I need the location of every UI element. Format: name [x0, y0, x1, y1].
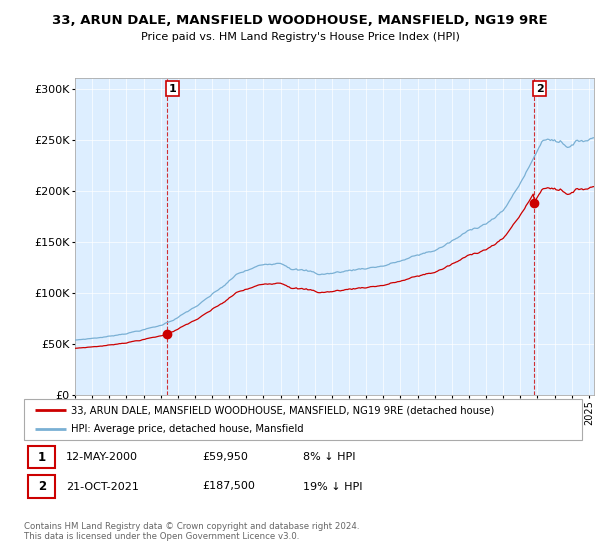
Text: £187,500: £187,500 — [203, 482, 256, 492]
Text: 21-OCT-2021: 21-OCT-2021 — [66, 482, 139, 492]
Text: Contains HM Land Registry data © Crown copyright and database right 2024.
This d: Contains HM Land Registry data © Crown c… — [24, 522, 359, 542]
Text: £59,950: £59,950 — [203, 452, 248, 462]
Text: 33, ARUN DALE, MANSFIELD WOODHOUSE, MANSFIELD, NG19 9RE: 33, ARUN DALE, MANSFIELD WOODHOUSE, MANS… — [52, 14, 548, 27]
Text: 2: 2 — [38, 480, 46, 493]
Text: 19% ↓ HPI: 19% ↓ HPI — [303, 482, 362, 492]
Text: Price paid vs. HM Land Registry's House Price Index (HPI): Price paid vs. HM Land Registry's House … — [140, 32, 460, 43]
FancyBboxPatch shape — [24, 399, 582, 440]
FancyBboxPatch shape — [28, 446, 55, 468]
Text: 2: 2 — [536, 83, 544, 94]
Text: 1: 1 — [169, 83, 176, 94]
FancyBboxPatch shape — [28, 475, 55, 498]
Text: HPI: Average price, detached house, Mansfield: HPI: Average price, detached house, Mans… — [71, 424, 304, 433]
Text: 12-MAY-2000: 12-MAY-2000 — [66, 452, 138, 462]
Text: 8% ↓ HPI: 8% ↓ HPI — [303, 452, 355, 462]
Text: 33, ARUN DALE, MANSFIELD WOODHOUSE, MANSFIELD, NG19 9RE (detached house): 33, ARUN DALE, MANSFIELD WOODHOUSE, MANS… — [71, 405, 494, 415]
Text: 1: 1 — [38, 451, 46, 464]
